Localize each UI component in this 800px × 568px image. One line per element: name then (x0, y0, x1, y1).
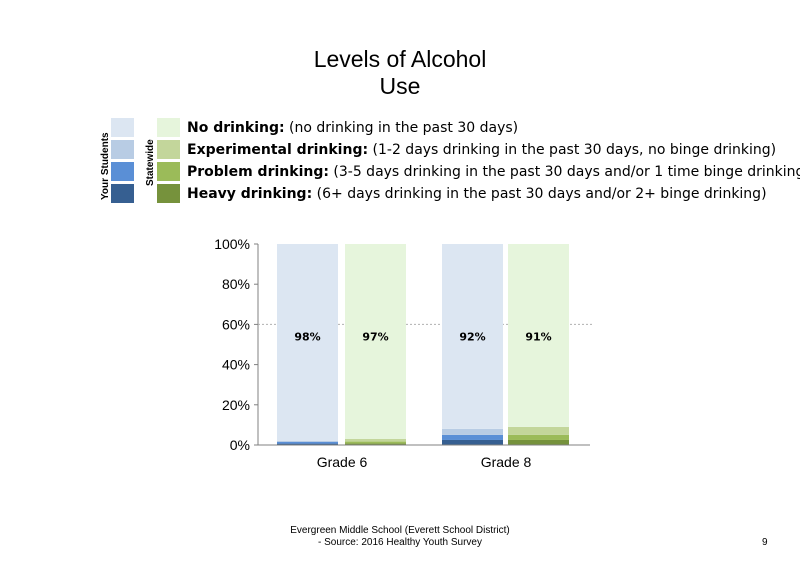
bar-segment-experimental-drinking (345, 438, 406, 442)
legend-swatch-school-experimental (111, 140, 134, 159)
footer-school: Evergreen Middle School (Everett School … (290, 525, 510, 536)
bar-data-label: 97% (362, 330, 388, 343)
bar-segment-problem-drinking (277, 441, 338, 444)
bar-segment-no-drinking (345, 244, 406, 439)
bar-segment-no-drinking (277, 244, 338, 441)
legend-item-bold: Experimental drinking: (187, 142, 369, 158)
legend-swatch-state-heavy (157, 184, 180, 203)
bar-segment-problem-drinking (345, 441, 406, 444)
bar-segment-problem-drinking (508, 434, 569, 440)
y-tick-label: 80% (222, 276, 250, 292)
bar-data-label: 98% (294, 330, 320, 343)
bar-segment-no-drinking (442, 244, 503, 429)
footer: Evergreen Middle School (Everett School … (250, 525, 550, 549)
chart-title: Levels of Alcohol Use (250, 46, 550, 100)
legend-item-bold: No drinking: (187, 120, 285, 136)
y-tick-label: 20% (222, 397, 250, 413)
legend-item-heavy: Heavy drinking: (6+ days drinking in the… (187, 186, 767, 202)
legend-item-desc: (3-5 days drinking in the past 30 days a… (328, 164, 800, 180)
legend-item-desc: (6+ days drinking in the past 30 days an… (312, 186, 767, 202)
bar-data-label: 92% (459, 330, 485, 343)
y-tick-label: 100% (214, 236, 250, 252)
footer-source: - Source: 2016 Healthy Youth Survey (318, 537, 482, 548)
bar-segment-experimental-drinking (442, 428, 503, 435)
legend-swatch-school-no-drinking (111, 118, 134, 137)
y-tick-label: 60% (222, 316, 250, 332)
title-line-1: Levels of Alcohol (313, 46, 487, 72)
y-tick-label: 0% (230, 437, 250, 453)
legend-item-experimental: Experimental drinking: (1-2 days drinkin… (187, 142, 776, 158)
legend-item-bold: Problem drinking: (187, 164, 329, 180)
bar-segment-heavy-drinking (345, 443, 406, 445)
x-category-label: Grade 6 (317, 454, 368, 470)
legend-swatch-state-problem (157, 162, 180, 181)
y-tick-label: 40% (222, 357, 250, 373)
legend-item-bold: Heavy drinking: (187, 186, 313, 202)
legend-swatch-state-experimental (157, 140, 180, 159)
bar-segment-problem-drinking (442, 434, 503, 440)
bar-segment-experimental-drinking (508, 426, 569, 435)
page-number: 9 (762, 537, 768, 548)
bar-segment-heavy-drinking (508, 439, 569, 445)
title-line-2: Use (379, 73, 421, 99)
legend-swatch-state-no-drinking (157, 118, 180, 137)
legend-item-problem: Problem drinking: (3-5 days drinking in … (187, 164, 800, 180)
bar-segment-heavy-drinking (442, 439, 503, 445)
bar-segment-heavy-drinking (277, 443, 338, 445)
legend-item-desc: (no drinking in the past 30 days) (284, 120, 519, 136)
legend-item-desc: (1-2 days drinking in the past 30 days, … (368, 142, 777, 158)
bar-data-label: 91% (525, 330, 551, 343)
bar-segment-no-drinking (508, 244, 569, 427)
x-category-label: Grade 8 (481, 454, 532, 470)
bar-segment-experimental-drinking (277, 440, 338, 442)
legend-item-no-drinking: No drinking: (no drinking in the past 30… (187, 120, 518, 136)
legend-swatch-school-problem (111, 162, 134, 181)
legend-swatch-school-heavy (111, 184, 134, 203)
